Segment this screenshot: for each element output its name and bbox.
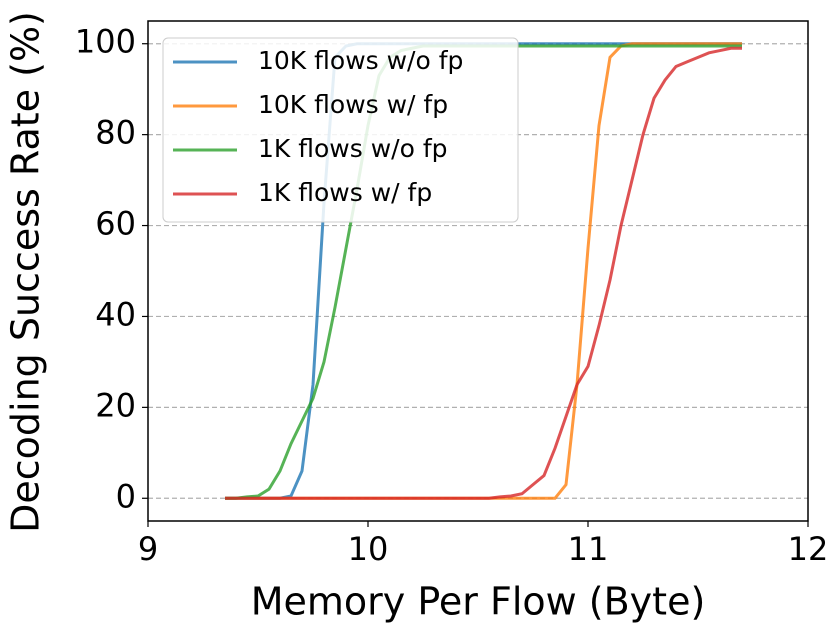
x-tick-label: 12 <box>788 530 829 568</box>
y-tick-label: 40 <box>95 295 136 333</box>
x-axis-label: Memory Per Flow (Byte) <box>251 580 706 624</box>
y-axis-label: Decoding Success Rate (%) <box>4 11 48 533</box>
line-series <box>225 46 742 500</box>
x-tick-label: 10 <box>348 530 389 568</box>
x-tick-label: 11 <box>568 530 609 568</box>
legend-box <box>162 37 519 223</box>
y-tick-label: 20 <box>95 386 136 424</box>
y-tick-label: 0 <box>116 477 136 515</box>
legend-label: 1K flows w/ fp <box>258 178 432 207</box>
legend-label: 10K flows w/o fp <box>258 46 463 75</box>
y-tick-label: 80 <box>95 114 136 152</box>
y-tick-label: 60 <box>95 205 136 243</box>
legend-label: 10K flows w/ fp <box>258 90 448 119</box>
y-tick-label: 100 <box>75 23 136 61</box>
legend: 10K flows w/o fp 10K flows w/ fp 1K flows … <box>162 37 519 223</box>
x-tick-label: 9 <box>138 530 158 568</box>
plot-frame <box>147 20 809 522</box>
legend-label: 1K flows w/o fp <box>258 134 448 163</box>
